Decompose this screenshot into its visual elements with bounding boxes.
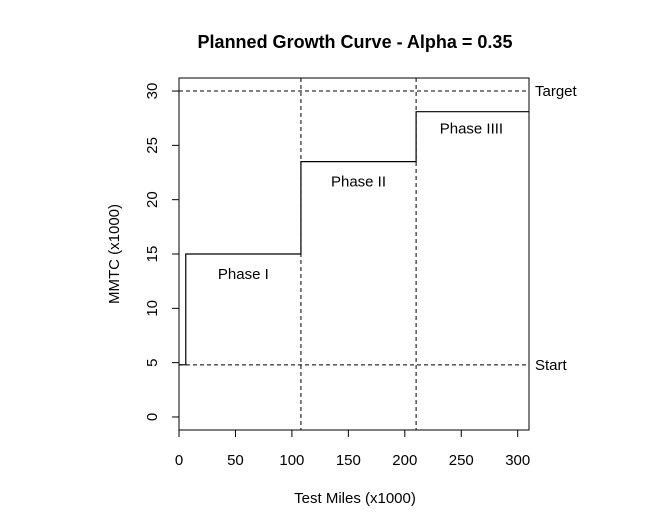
x-tick-label-300: 300 bbox=[505, 452, 530, 469]
y-tick-label-25: 25 bbox=[144, 137, 161, 154]
x-tick-label-250: 250 bbox=[449, 452, 474, 469]
annotation-phase-3: Phase IIII bbox=[440, 120, 503, 137]
x-axis-label: Test Miles (x1000) bbox=[294, 490, 416, 507]
y-tick-label-0: 0 bbox=[144, 413, 161, 421]
x-tick-label-0: 0 bbox=[175, 452, 183, 469]
y-tick-label-30: 30 bbox=[144, 83, 161, 100]
y-tick-label-10: 10 bbox=[144, 300, 161, 317]
annotation-phase-2: Phase II bbox=[331, 174, 386, 191]
growth-curve-series-1 bbox=[179, 111, 529, 366]
chart-title: Planned Growth Curve - Alpha = 0.35 bbox=[198, 32, 513, 52]
y-tick-label-20: 20 bbox=[144, 191, 161, 208]
y-tick-label-15: 15 bbox=[144, 246, 161, 263]
x-tick-label-50: 50 bbox=[227, 452, 244, 469]
ref-label-start: Start bbox=[535, 357, 568, 374]
x-tick-label-200: 200 bbox=[392, 452, 417, 469]
ref-label-target: Target bbox=[535, 83, 578, 100]
y-tick-label-5: 5 bbox=[144, 358, 161, 366]
x-tick-label-100: 100 bbox=[279, 452, 304, 469]
x-tick-label-150: 150 bbox=[336, 452, 361, 469]
y-axis-label: MMTC (x1000) bbox=[106, 204, 123, 304]
annotation-phase-1: Phase I bbox=[218, 266, 269, 283]
